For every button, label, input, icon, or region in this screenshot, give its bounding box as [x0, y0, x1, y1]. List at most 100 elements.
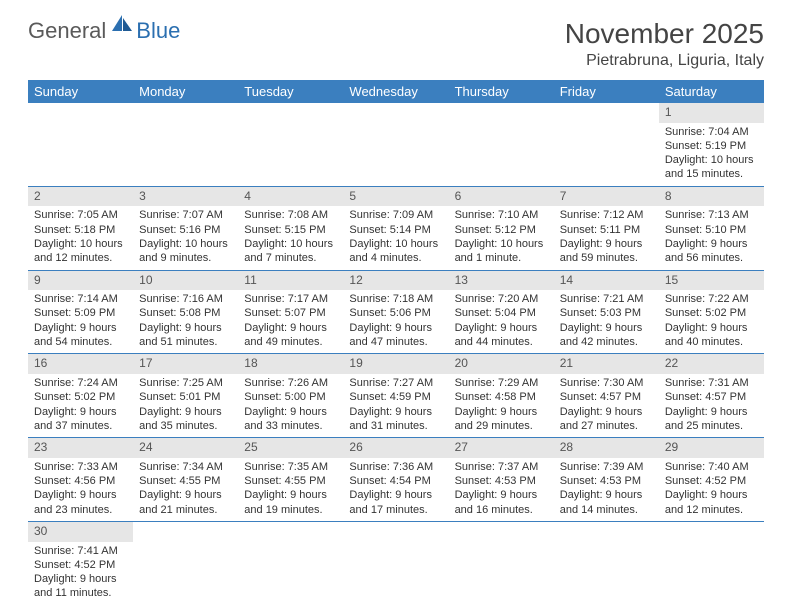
- sunset-text: Sunset: 4:53 PM: [455, 474, 548, 488]
- calendar-day-cell: 11Sunrise: 7:17 AMSunset: 5:07 PMDayligh…: [238, 270, 343, 354]
- calendar-day-cell: 25Sunrise: 7:35 AMSunset: 4:55 PMDayligh…: [238, 438, 343, 522]
- daylight-text: Daylight: 9 hours and 59 minutes.: [560, 237, 653, 266]
- calendar-day-cell: 20Sunrise: 7:29 AMSunset: 4:58 PMDayligh…: [449, 354, 554, 438]
- calendar-week-row: 23Sunrise: 7:33 AMSunset: 4:56 PMDayligh…: [28, 438, 764, 522]
- calendar-day-cell: 12Sunrise: 7:18 AMSunset: 5:06 PMDayligh…: [343, 270, 448, 354]
- calendar-day-cell: 23Sunrise: 7:33 AMSunset: 4:56 PMDayligh…: [28, 438, 133, 522]
- calendar-day-cell: 22Sunrise: 7:31 AMSunset: 4:57 PMDayligh…: [659, 354, 764, 438]
- sunset-text: Sunset: 4:57 PM: [560, 390, 653, 404]
- calendar-day-cell: 16Sunrise: 7:24 AMSunset: 5:02 PMDayligh…: [28, 354, 133, 438]
- weekday-header: Monday: [133, 80, 238, 103]
- daylight-text: Daylight: 10 hours and 1 minute.: [455, 237, 548, 266]
- day-number: 30: [28, 522, 133, 542]
- sunrise-text: Sunrise: 7:18 AM: [349, 292, 442, 306]
- calendar-day-cell: 6Sunrise: 7:10 AMSunset: 5:12 PMDaylight…: [449, 186, 554, 270]
- day-details: Sunrise: 7:18 AMSunset: 5:06 PMDaylight:…: [343, 290, 448, 353]
- calendar-day-cell: 9Sunrise: 7:14 AMSunset: 5:09 PMDaylight…: [28, 270, 133, 354]
- calendar-day-cell: 1Sunrise: 7:04 AMSunset: 5:19 PMDaylight…: [659, 103, 764, 186]
- weekday-row: SundayMondayTuesdayWednesdayThursdayFrid…: [28, 80, 764, 103]
- sunset-text: Sunset: 5:02 PM: [665, 306, 758, 320]
- daylight-text: Daylight: 9 hours and 40 minutes.: [665, 321, 758, 350]
- day-number: 8: [659, 187, 764, 207]
- day-number: 24: [133, 438, 238, 458]
- daylight-text: Daylight: 9 hours and 27 minutes.: [560, 405, 653, 434]
- calendar-empty-cell: [133, 103, 238, 186]
- sunrise-text: Sunrise: 7:21 AM: [560, 292, 653, 306]
- daylight-text: Daylight: 9 hours and 54 minutes.: [34, 321, 127, 350]
- title-block: November 2025 Pietrabruna, Liguria, Ital…: [565, 18, 764, 70]
- sunset-text: Sunset: 4:57 PM: [665, 390, 758, 404]
- calendar-day-cell: 8Sunrise: 7:13 AMSunset: 5:10 PMDaylight…: [659, 186, 764, 270]
- sunrise-text: Sunrise: 7:34 AM: [139, 460, 232, 474]
- sunrise-text: Sunrise: 7:10 AM: [455, 208, 548, 222]
- calendar-day-cell: 14Sunrise: 7:21 AMSunset: 5:03 PMDayligh…: [554, 270, 659, 354]
- daylight-text: Daylight: 10 hours and 12 minutes.: [34, 237, 127, 266]
- sunset-text: Sunset: 5:07 PM: [244, 306, 337, 320]
- day-details: Sunrise: 7:07 AMSunset: 5:16 PMDaylight:…: [133, 206, 238, 269]
- day-details: Sunrise: 7:17 AMSunset: 5:07 PMDaylight:…: [238, 290, 343, 353]
- day-number: 15: [659, 271, 764, 291]
- sunrise-text: Sunrise: 7:33 AM: [34, 460, 127, 474]
- sunset-text: Sunset: 4:59 PM: [349, 390, 442, 404]
- daylight-text: Daylight: 9 hours and 37 minutes.: [34, 405, 127, 434]
- day-number: 12: [343, 271, 448, 291]
- day-number: 4: [238, 187, 343, 207]
- day-details: Sunrise: 7:27 AMSunset: 4:59 PMDaylight:…: [343, 374, 448, 437]
- daylight-text: Daylight: 9 hours and 14 minutes.: [560, 488, 653, 517]
- day-number: 22: [659, 354, 764, 374]
- day-number: 3: [133, 187, 238, 207]
- day-details: Sunrise: 7:08 AMSunset: 5:15 PMDaylight:…: [238, 206, 343, 269]
- logo-text-blue: Blue: [136, 18, 180, 44]
- calendar-day-cell: 4Sunrise: 7:08 AMSunset: 5:15 PMDaylight…: [238, 186, 343, 270]
- day-number: 5: [343, 187, 448, 207]
- daylight-text: Daylight: 9 hours and 11 minutes.: [34, 572, 127, 601]
- sunrise-text: Sunrise: 7:40 AM: [665, 460, 758, 474]
- day-details: Sunrise: 7:25 AMSunset: 5:01 PMDaylight:…: [133, 374, 238, 437]
- daylight-text: Daylight: 10 hours and 4 minutes.: [349, 237, 442, 266]
- day-details: Sunrise: 7:12 AMSunset: 5:11 PMDaylight:…: [554, 206, 659, 269]
- sunrise-text: Sunrise: 7:37 AM: [455, 460, 548, 474]
- daylight-text: Daylight: 9 hours and 17 minutes.: [349, 488, 442, 517]
- sunrise-text: Sunrise: 7:39 AM: [560, 460, 653, 474]
- daylight-text: Daylight: 10 hours and 15 minutes.: [665, 153, 758, 182]
- sunset-text: Sunset: 5:08 PM: [139, 306, 232, 320]
- day-details: Sunrise: 7:41 AMSunset: 4:52 PMDaylight:…: [28, 542, 133, 605]
- daylight-text: Daylight: 9 hours and 44 minutes.: [455, 321, 548, 350]
- sunset-text: Sunset: 5:09 PM: [34, 306, 127, 320]
- day-details: Sunrise: 7:39 AMSunset: 4:53 PMDaylight:…: [554, 458, 659, 521]
- calendar-week-row: 2Sunrise: 7:05 AMSunset: 5:18 PMDaylight…: [28, 186, 764, 270]
- daylight-text: Daylight: 9 hours and 23 minutes.: [34, 488, 127, 517]
- sunrise-text: Sunrise: 7:09 AM: [349, 208, 442, 222]
- daylight-text: Daylight: 9 hours and 33 minutes.: [244, 405, 337, 434]
- sunset-text: Sunset: 5:18 PM: [34, 223, 127, 237]
- month-title: November 2025: [565, 18, 764, 50]
- day-number: 17: [133, 354, 238, 374]
- location-text: Pietrabruna, Liguria, Italy: [565, 52, 764, 70]
- day-details: Sunrise: 7:05 AMSunset: 5:18 PMDaylight:…: [28, 206, 133, 269]
- sunrise-text: Sunrise: 7:08 AM: [244, 208, 337, 222]
- daylight-text: Daylight: 9 hours and 12 minutes.: [665, 488, 758, 517]
- calendar-day-cell: 28Sunrise: 7:39 AMSunset: 4:53 PMDayligh…: [554, 438, 659, 522]
- calendar-day-cell: 21Sunrise: 7:30 AMSunset: 4:57 PMDayligh…: [554, 354, 659, 438]
- calendar-empty-cell: [449, 103, 554, 186]
- daylight-text: Daylight: 9 hours and 56 minutes.: [665, 237, 758, 266]
- weekday-header: Friday: [554, 80, 659, 103]
- sunset-text: Sunset: 5:15 PM: [244, 223, 337, 237]
- sunset-text: Sunset: 5:06 PM: [349, 306, 442, 320]
- sunset-text: Sunset: 5:10 PM: [665, 223, 758, 237]
- day-details: Sunrise: 7:20 AMSunset: 5:04 PMDaylight:…: [449, 290, 554, 353]
- daylight-text: Daylight: 9 hours and 21 minutes.: [139, 488, 232, 517]
- sunrise-text: Sunrise: 7:25 AM: [139, 376, 232, 390]
- sunrise-text: Sunrise: 7:17 AM: [244, 292, 337, 306]
- sunrise-text: Sunrise: 7:27 AM: [349, 376, 442, 390]
- sunrise-text: Sunrise: 7:41 AM: [34, 544, 127, 558]
- day-details: Sunrise: 7:21 AMSunset: 5:03 PMDaylight:…: [554, 290, 659, 353]
- day-details: Sunrise: 7:24 AMSunset: 5:02 PMDaylight:…: [28, 374, 133, 437]
- day-details: Sunrise: 7:22 AMSunset: 5:02 PMDaylight:…: [659, 290, 764, 353]
- daylight-text: Daylight: 9 hours and 51 minutes.: [139, 321, 232, 350]
- day-number: 10: [133, 271, 238, 291]
- day-number: 2: [28, 187, 133, 207]
- day-number: 29: [659, 438, 764, 458]
- day-number: 14: [554, 271, 659, 291]
- day-number: 6: [449, 187, 554, 207]
